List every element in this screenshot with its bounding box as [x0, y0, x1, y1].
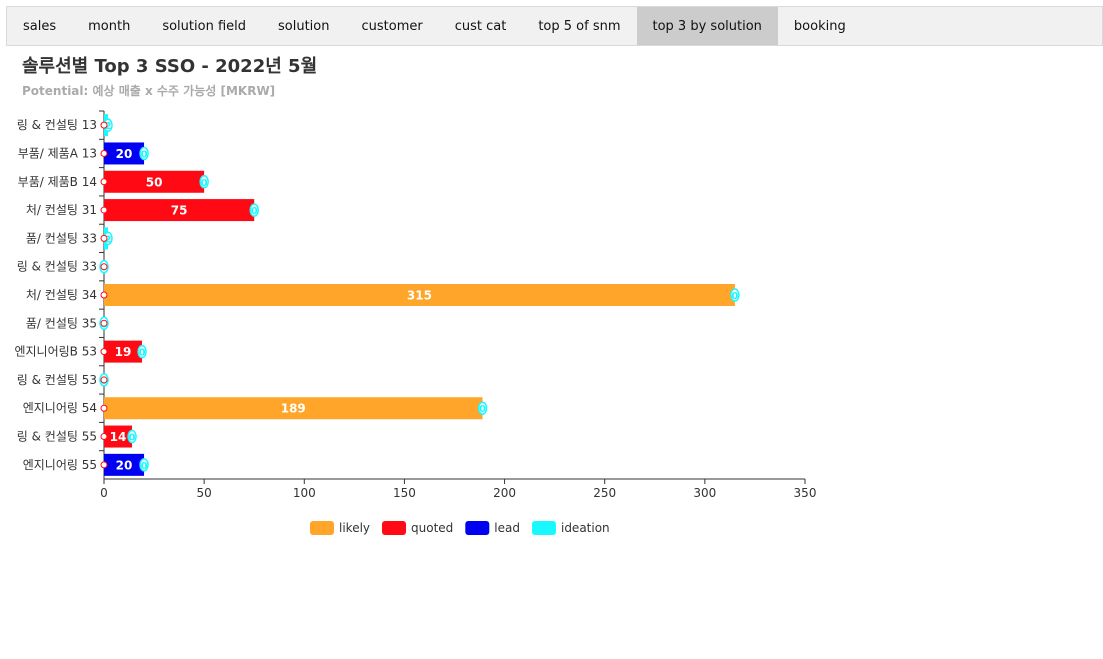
series-end-label: 0 [251, 206, 258, 217]
bar-value-label: 189 [281, 402, 306, 416]
tab-month[interactable]: month [88, 18, 131, 34]
y-category-label: 링 & 컨설팅 13 [17, 118, 97, 132]
bar-value-label: 20 [116, 458, 133, 472]
y-category-label: 엔지니어링 55 [23, 458, 97, 472]
legend-label-likely: likely [339, 521, 370, 535]
bar-value-label: 50 [146, 175, 163, 189]
x-tick-label: 200 [493, 486, 516, 500]
series-start-marker [100, 404, 108, 412]
y-category-label: 부품/ 제품A 13 [18, 146, 97, 160]
bar-value-label: 75 [171, 204, 188, 218]
series-start-marker [100, 433, 108, 441]
bar-value-label: 14 [110, 430, 127, 444]
x-tick-label: 250 [593, 486, 616, 500]
x-tick-label: 150 [393, 486, 416, 500]
x-tick-label: 0 [100, 486, 108, 500]
series-start-marker [100, 319, 108, 327]
y-category-label: 링 & 컨설팅 33 [17, 260, 97, 274]
bar-quoted [104, 199, 255, 222]
y-category-label: 엔지니어링B 53 [14, 345, 97, 359]
series-end-marker [139, 146, 149, 161]
series-start-marker [100, 461, 108, 469]
x-tick-label: 300 [693, 486, 716, 500]
series-end-label: 0 [731, 291, 738, 302]
series-end-label: 0 [141, 149, 148, 160]
legend-swatch-likely [310, 521, 334, 535]
legend-label-lead: lead [494, 521, 520, 535]
tab-booking[interactable]: booking [793, 18, 846, 34]
chart-subtitle: Potential: 예상 매출 x 수주 가능성 [MKRW] [22, 83, 275, 98]
bar-likely [104, 397, 483, 420]
y-category-label: 처/ 컨설팅 34 [26, 288, 97, 302]
bar-value-label: 19 [115, 345, 132, 359]
series-end-label: 0 [479, 404, 486, 415]
y-category-label: 품/ 컨설팅 35 [26, 316, 97, 330]
series-start-marker [100, 348, 108, 356]
bar-lead [104, 453, 145, 476]
tab-solution-field[interactable]: solution field [162, 18, 246, 34]
series-start-marker [100, 263, 108, 271]
tab-cust-cat[interactable]: cust cat [454, 18, 507, 34]
legend-swatch-lead [465, 521, 490, 535]
series-end-label: 0 [139, 348, 146, 359]
x-tick-label: 50 [197, 486, 212, 500]
series-end-marker [127, 429, 137, 444]
series-start-marker [100, 234, 108, 242]
bar-quoted [104, 425, 133, 448]
bar-value-label: 20 [116, 147, 133, 161]
tab-top-5-of-snm[interactable]: top 5 of snm [538, 18, 621, 34]
x-tick-label: 350 [794, 486, 817, 500]
series-end-label: 2 [105, 234, 112, 245]
series-end-marker [137, 344, 147, 359]
y-category-label: 품/ 컨설팅 33 [26, 231, 97, 245]
series-end-marker [199, 175, 209, 189]
tab-solution[interactable]: solution [278, 18, 330, 34]
tab-customer[interactable]: customer [361, 18, 423, 34]
bar-value-label: 315 [407, 289, 432, 303]
bar-quoted [104, 170, 205, 193]
bar-likely [104, 284, 735, 306]
series-end-marker [477, 401, 488, 415]
series-start-marker [100, 121, 108, 129]
series-start-marker [100, 206, 108, 214]
chart-title: 솔루션별 Top 3 SSO - 2022년 5월 [22, 56, 317, 77]
tab-top-3-by-solution[interactable]: top 3 by solution [636, 7, 778, 45]
legend-swatch-ideation [531, 521, 556, 535]
series-end-label: 0 [129, 433, 136, 444]
y-category-label: 엔지니어링 54 [23, 401, 97, 415]
series-start-marker [100, 178, 108, 186]
series-end-marker [249, 203, 259, 217]
series-end-label: 0 [141, 461, 148, 472]
y-category-label: 부품/ 제품B 14 [18, 175, 97, 189]
tab-sales[interactable]: sales [23, 18, 57, 34]
series-start-marker [100, 291, 108, 299]
legend-swatch-quoted [382, 521, 407, 535]
y-category-label: 처/ 컨설팅 31 [26, 203, 97, 217]
series-end-marker [139, 458, 149, 472]
legend-label-quoted: quoted [411, 521, 453, 535]
bar-lead [104, 142, 145, 165]
series-start-marker [100, 376, 108, 384]
bar-quoted [104, 340, 143, 363]
series-end-marker [730, 288, 740, 302]
series-end-label: 0 [201, 178, 208, 189]
y-category-label: 링 & 컨설팅 53 [17, 373, 97, 387]
tab-bar: sales month solution field solution customer… [6, 6, 1103, 46]
x-tick-label: 100 [293, 486, 316, 500]
y-category-label: 링 & 컨설팅 55 [17, 430, 97, 444]
legend-label-ideation: ideation [561, 521, 610, 535]
series-end-label: 2 [105, 121, 112, 132]
series-start-marker [100, 149, 108, 157]
